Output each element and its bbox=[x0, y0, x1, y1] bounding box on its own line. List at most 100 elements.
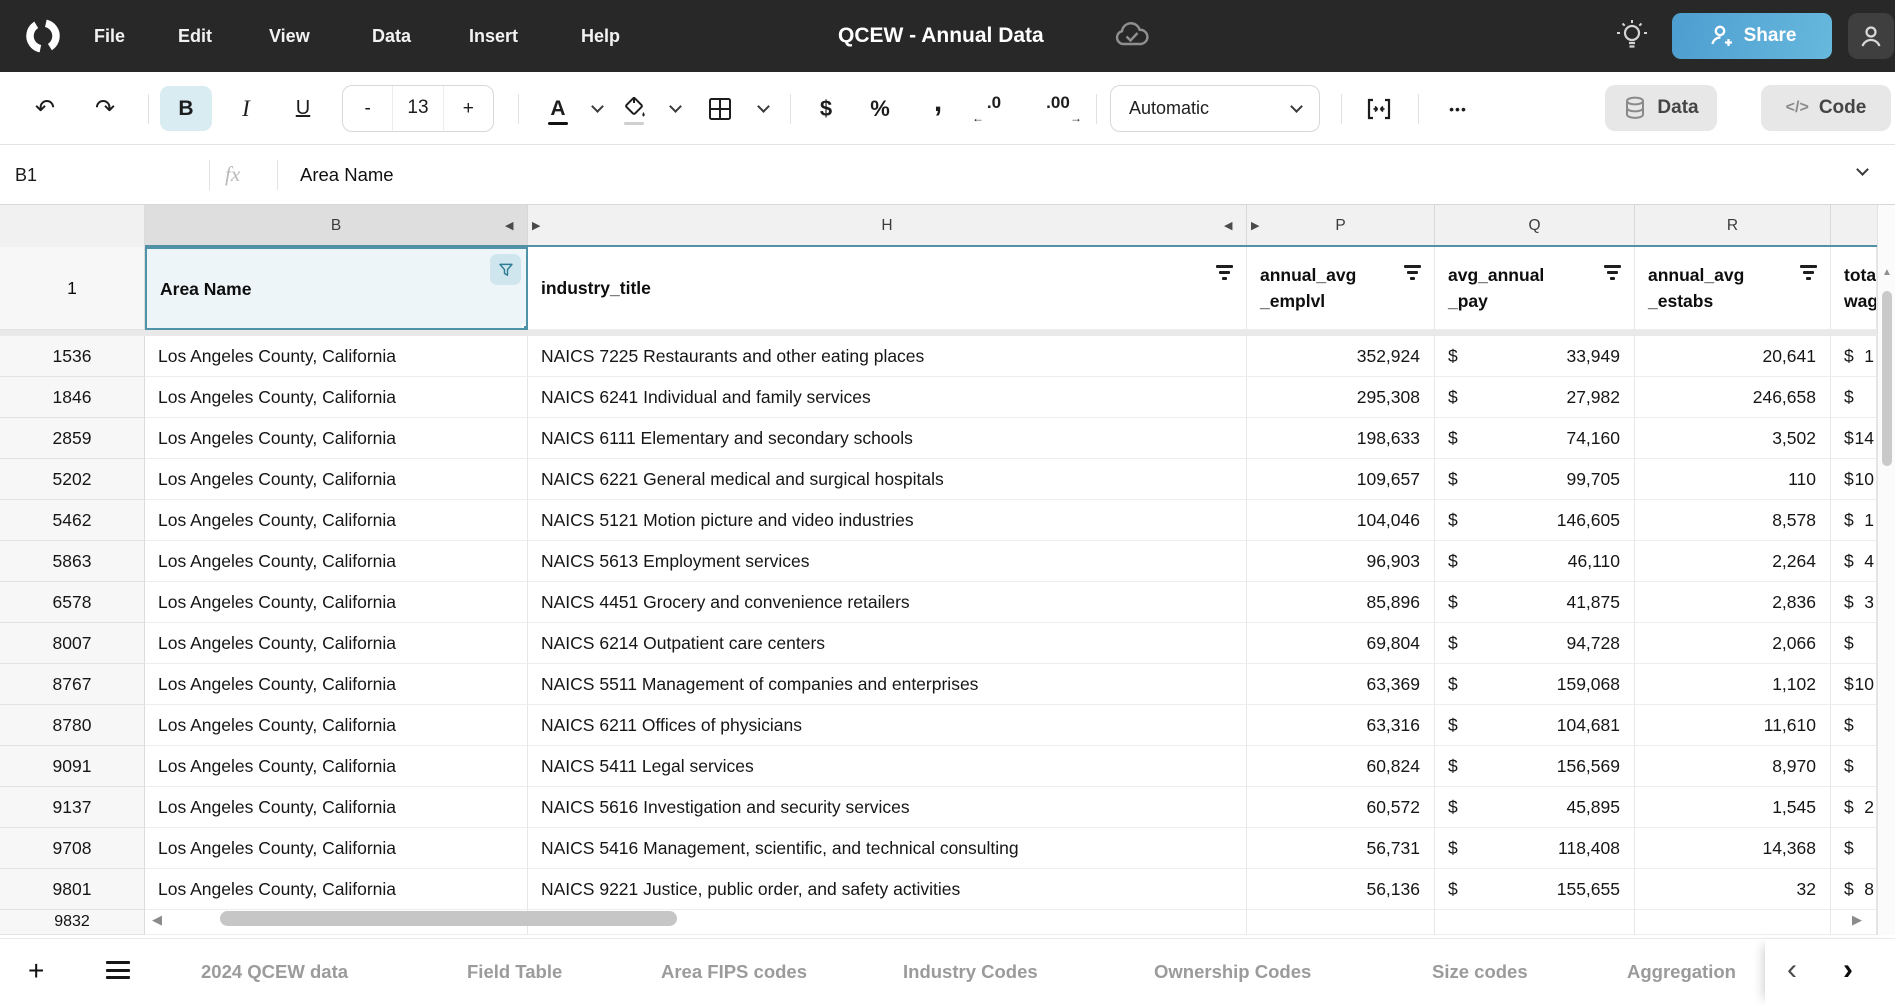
row-number[interactable]: 8767 bbox=[0, 664, 145, 705]
filter-lines-icon[interactable] bbox=[1404, 265, 1421, 280]
corner-cell[interactable] bbox=[0, 205, 145, 247]
more-options-button[interactable]: ••• bbox=[1449, 100, 1467, 117]
column-header-R[interactable]: R bbox=[1635, 205, 1831, 247]
cell-annual-avg-estabs[interactable]: 1,102 bbox=[1635, 664, 1831, 705]
cell-annual-avg-estabs[interactable]: 11,610 bbox=[1635, 705, 1831, 746]
row-number[interactable]: 2859 bbox=[0, 418, 145, 459]
cell-annual-avg-estabs[interactable]: 32 bbox=[1635, 869, 1831, 910]
header-cell-avg-annual-pay[interactable]: avg_annual _pay bbox=[1435, 247, 1635, 330]
row-number[interactable]: 8780 bbox=[0, 705, 145, 746]
row-number[interactable]: 5462 bbox=[0, 500, 145, 541]
menu-insert[interactable]: Insert bbox=[469, 26, 519, 46]
cell-industry-title[interactable]: NAICS 7225 Restaurants and other eating … bbox=[528, 336, 1247, 377]
cell-total-wages-clipped[interactable]: $ 3 bbox=[1831, 582, 1877, 623]
cell-area-name[interactable]: Los Angeles County, California bbox=[145, 746, 528, 787]
cell-total-wages-clipped[interactable]: $ 4 bbox=[1831, 541, 1877, 582]
column-header-H[interactable]: H bbox=[528, 205, 1247, 247]
header-cell-annual-avg-estabs[interactable]: annual_avg _estabs bbox=[1635, 247, 1831, 330]
cell-annual-avg-emplvl[interactable]: 85,896 bbox=[1247, 582, 1435, 623]
cell-reference-box[interactable]: B1 bbox=[15, 165, 38, 185]
cell-annual-avg-estabs[interactable]: 1,545 bbox=[1635, 787, 1831, 828]
formula-input[interactable]: Area Name bbox=[300, 164, 394, 185]
cell-total-wages-clipped[interactable]: $ 10 bbox=[1831, 459, 1877, 500]
column-header-S[interactable] bbox=[1831, 205, 1877, 247]
cell-area-name[interactable]: Los Angeles County, California bbox=[145, 582, 528, 623]
cell-avg-annual-pay[interactable]: $ 94,728 bbox=[1435, 623, 1635, 664]
cell-industry-title[interactable]: NAICS 5616 Investigation and security se… bbox=[528, 787, 1247, 828]
cell-annual-avg-emplvl[interactable]: 198,633 bbox=[1247, 418, 1435, 459]
cell-avg-annual-pay[interactable]: $ 33,949 bbox=[1435, 336, 1635, 377]
sheet-tab-aggregation[interactable]: Aggregation bbox=[1627, 961, 1736, 982]
cell-avg-annual-pay[interactable]: $ 41,875 bbox=[1435, 582, 1635, 623]
cell-avg-annual-pay[interactable]: $ 155,655 bbox=[1435, 869, 1635, 910]
profile-button[interactable] bbox=[1848, 13, 1894, 59]
expand-hidden-columns-right-icon[interactable]: ▶ bbox=[532, 220, 541, 232]
lightbulb-tips-icon[interactable] bbox=[1614, 18, 1650, 54]
row-number[interactable]: 5202 bbox=[0, 459, 145, 500]
cell-industry-title[interactable]: NAICS 5121 Motion picture and video indu… bbox=[528, 500, 1247, 541]
cell-area-name[interactable]: Los Angeles County, California bbox=[145, 664, 528, 705]
sheet-tab-2024-qcew-data[interactable]: 2024 QCEW data bbox=[201, 961, 349, 982]
horizontal-scrollbar-thumb[interactable] bbox=[220, 911, 677, 926]
row-number[interactable]: 6578 bbox=[0, 582, 145, 623]
cell-avg-annual-pay[interactable]: $ 118,408 bbox=[1435, 828, 1635, 869]
row-number[interactable]: 9708 bbox=[0, 828, 145, 869]
cell-annual-avg-emplvl[interactable]: 69,804 bbox=[1247, 623, 1435, 664]
code-panel-button[interactable]: </> Code bbox=[1761, 85, 1891, 131]
column-header-P[interactable]: P bbox=[1247, 205, 1435, 247]
cell-annual-avg-estabs[interactable]: 8,970 bbox=[1635, 746, 1831, 787]
cell-avg-annual-pay[interactable]: $ 156,569 bbox=[1435, 746, 1635, 787]
row-number[interactable]: 9091 bbox=[0, 746, 145, 787]
row-number[interactable]: 5863 bbox=[0, 541, 145, 582]
row-number[interactable]: 9801 bbox=[0, 869, 145, 910]
header-cell-annual-avg-emplvl[interactable]: annual_avg _emplvl bbox=[1247, 247, 1435, 330]
tab-scroll-left-icon[interactable]: ‹ bbox=[1787, 953, 1797, 986]
cell-industry-title[interactable]: NAICS 6214 Outpatient care centers bbox=[528, 623, 1247, 664]
cell-avg-annual-pay[interactable]: $ 74,160 bbox=[1435, 418, 1635, 459]
filter-chip-button[interactable] bbox=[490, 254, 521, 285]
fill-color-button[interactable] bbox=[612, 86, 656, 131]
sheet-tab-area-fips-codes[interactable]: Area FIPS codes bbox=[661, 961, 808, 982]
column-header-B[interactable]: B bbox=[145, 205, 528, 247]
cell-total-wages-clipped[interactable]: $ 8 bbox=[1831, 869, 1877, 910]
cell-annual-avg-emplvl[interactable]: 56,731 bbox=[1247, 828, 1435, 869]
comma-format-button[interactable]: , bbox=[933, 84, 943, 118]
cell-area-name[interactable]: Los Angeles County, California bbox=[145, 418, 528, 459]
decrease-decimal-button[interactable]: .0 ← bbox=[972, 86, 1016, 131]
cell-annual-avg-emplvl[interactable]: 352,924 bbox=[1247, 336, 1435, 377]
cell-annual-avg-estabs[interactable]: 20,641 bbox=[1635, 336, 1831, 377]
increase-decimal-button[interactable]: .00 → bbox=[1034, 86, 1082, 131]
cell-total-wages-clipped[interactable]: $ bbox=[1831, 828, 1877, 869]
vscroll-up-arrow-icon[interactable]: ▲ bbox=[1882, 267, 1892, 278]
cell-avg-annual-pay[interactable]: $ 27,982 bbox=[1435, 377, 1635, 418]
cell-industry-title[interactable]: NAICS 5411 Legal services bbox=[528, 746, 1247, 787]
document-title[interactable]: QCEW - Annual Data bbox=[838, 24, 1044, 47]
cell-annual-avg-emplvl[interactable]: 109,657 bbox=[1247, 459, 1435, 500]
cell-empty[interactable] bbox=[1247, 910, 1435, 935]
cell-annual-avg-emplvl[interactable]: 63,369 bbox=[1247, 664, 1435, 705]
cell-annual-avg-emplvl[interactable]: 295,308 bbox=[1247, 377, 1435, 418]
cell-industry-title[interactable]: NAICS 5416 Management, scientific, and t… bbox=[528, 828, 1247, 869]
row-number[interactable]: 9832 bbox=[0, 910, 145, 935]
currency-format-button[interactable]: $ bbox=[819, 95, 833, 121]
sheet-tab-industry-codes[interactable]: Industry Codes bbox=[903, 961, 1038, 982]
menu-help[interactable]: Help bbox=[581, 26, 621, 46]
row-number[interactable]: 1 bbox=[0, 247, 145, 330]
cell-industry-title[interactable]: NAICS 4451 Grocery and convenience retai… bbox=[528, 582, 1247, 623]
cell-annual-avg-estabs[interactable]: 110 bbox=[1635, 459, 1831, 500]
cell-annual-avg-emplvl[interactable]: 63,316 bbox=[1247, 705, 1435, 746]
fit-cell-button[interactable] bbox=[1354, 86, 1404, 131]
redo-button[interactable]: ↷ bbox=[94, 95, 116, 122]
italic-button[interactable]: I bbox=[242, 95, 250, 121]
cell-area-name[interactable]: Los Angeles County, California bbox=[145, 500, 528, 541]
selected-cell-area-name[interactable]: Area Name bbox=[145, 247, 528, 330]
sheet-tab-size-codes[interactable]: Size codes bbox=[1432, 961, 1528, 982]
cell-area-name[interactable]: Los Angeles County, California bbox=[145, 459, 528, 500]
font-size-value[interactable]: 13 bbox=[392, 86, 444, 131]
cell-industry-title[interactable]: NAICS 5511 Management of companies and e… bbox=[528, 664, 1247, 705]
text-color-dropdown[interactable] bbox=[584, 86, 610, 131]
cell-empty[interactable] bbox=[1435, 910, 1635, 935]
vertical-scrollbar[interactable]: ▲ bbox=[1877, 205, 1895, 935]
add-sheet-button[interactable]: + bbox=[28, 955, 45, 986]
cell-avg-annual-pay[interactable]: $ 45,895 bbox=[1435, 787, 1635, 828]
